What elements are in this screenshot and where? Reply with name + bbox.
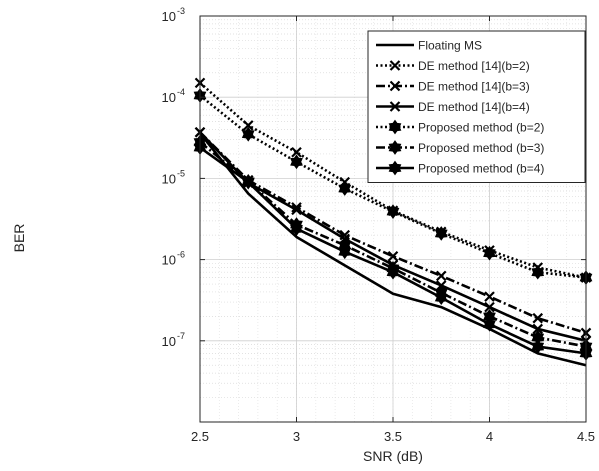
data-point [531,264,545,280]
data-point [387,250,399,262]
data-point [290,154,303,170]
data-point [483,245,496,261]
y-tick-label: 10 [162,171,176,186]
x-tick-label: 4 [486,429,493,444]
legend: Floating MS DE method [14](b=2) DE method … [367,30,586,183]
y-tick-exponent: -5 [177,168,185,178]
y-axis-label: BER [11,224,27,253]
y-tick-label: 10 [162,253,176,268]
legend-label: Floating MS [418,39,482,53]
data-point [532,312,544,324]
y-tick-label: 10 [162,334,176,349]
data-point [434,226,448,241]
data-point [532,323,544,335]
data-point [483,316,496,332]
data-point [338,181,352,196]
series-line [199,141,587,348]
data-point [242,120,254,131]
legend-label: DE method [14](b=3) [418,80,530,94]
legend-marker [389,80,401,92]
series-7 [193,140,593,361]
x-tick-label: 4.5 [577,429,595,444]
legend-label: DE method [14](b=4) [418,100,530,114]
data-point [531,339,545,354]
data-point [386,264,400,280]
data-point [291,204,302,216]
y-tick-label: 10 [162,90,176,105]
series-1 [198,132,587,367]
x-tick-label: 3 [293,429,300,444]
legend-entry: DE method [14](b=3) [376,80,530,94]
legend-label: Proposed method (b=2) [418,121,544,135]
tick-labels: 2.5 3 3.5 4 4.510-710-610-510-410-3 [162,6,596,444]
x-tick-label: 3.5 [384,429,402,444]
legend-entry: Proposed method (b=3) [376,140,544,155]
x-tick-label: 2.5 [191,429,209,444]
y-tick-exponent: -4 [177,87,185,97]
legend-entry: Proposed method (b=2) [376,119,544,135]
data-point [338,244,352,260]
legend-marker [388,119,402,135]
y-tick-exponent: -7 [177,331,185,341]
data-point [484,291,495,302]
data-point [386,204,400,219]
legend-label: DE method [14](b=2) [418,59,530,73]
series-line [199,131,587,335]
series-group [193,77,593,367]
legend-label: Proposed method (b=4) [418,162,544,176]
data-point [291,146,302,158]
y-tick-exponent: -3 [177,6,185,16]
y-tick-label: 10 [162,9,176,24]
legend-entry: Floating MS [376,39,482,53]
legend-marker [388,160,402,176]
x-axis-label: SNR (dB) [363,448,423,464]
data-point [290,221,303,237]
legend-entry: Proposed method (b=4) [376,160,544,176]
legend-marker [389,60,401,71]
axes [199,15,587,423]
legend-marker [388,140,402,155]
data-point [241,126,255,142]
data-point [434,290,448,305]
legend-label: Proposed method (b=3) [418,141,544,155]
series-line [199,81,587,279]
data-point [241,174,255,190]
y-tick-exponent: -6 [177,250,185,260]
data-point [484,301,495,313]
legend-entry: DE method [14](b=2) [376,59,530,73]
data-point [435,270,447,282]
legend-entry: DE method [14](b=4) [376,100,530,114]
legend-marker [389,101,401,112]
series-5 [193,88,593,285]
series-line [198,132,587,367]
